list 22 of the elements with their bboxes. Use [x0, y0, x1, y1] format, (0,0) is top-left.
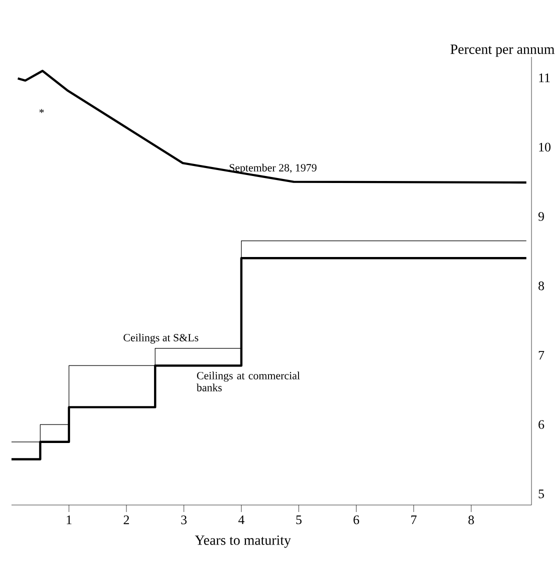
x-tick-label: 6 — [354, 516, 360, 524]
y-axis-title: Percent per annum — [450, 44, 554, 57]
y-tick-label: 10 — [539, 142, 550, 152]
x-tick-label: 5 — [296, 516, 302, 524]
y-tick-label: 8 — [538, 281, 544, 290]
annotation: * — [39, 108, 44, 113]
series-label: Ceilings at S&Ls — [124, 334, 198, 344]
y-tick-label: 7 — [538, 350, 544, 360]
y-tick-label: 9 — [538, 212, 544, 221]
x-tick-label: 2 — [124, 516, 129, 524]
x-tick-label: 3 — [181, 516, 187, 524]
x-tick-label: 1 — [66, 516, 72, 524]
y-tick-label: 11 — [539, 74, 550, 82]
x-tick-label: 8 — [468, 516, 474, 524]
series-label: Ceilings at commercial banks — [196, 372, 300, 392]
x-tick-label: 7 — [411, 516, 417, 524]
line-series — [16, 70, 528, 184]
x-axis-title: Years to maturity — [194, 536, 291, 548]
y-tick-label: 6 — [538, 420, 544, 429]
x-tick-label: 4 — [238, 516, 244, 524]
series-label: September 28, 1979 — [230, 164, 316, 174]
y-tick-label: 5 — [538, 490, 544, 498]
